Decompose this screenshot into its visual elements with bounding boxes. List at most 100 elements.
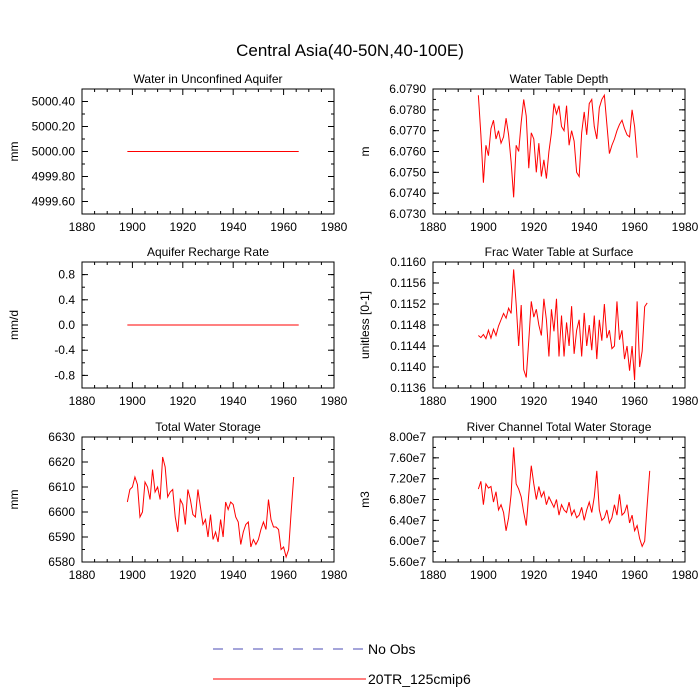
- y-tick-label: -0.8: [54, 368, 75, 382]
- y-axis-label: mm: [7, 142, 21, 162]
- chart-panels: Water in Unconfined Aquifer mm 1880 1900 192…: [7, 72, 699, 582]
- x-tick-label: 1880: [420, 394, 447, 408]
- panel-3: Aquifer Recharge Rate mm/d 1880 1900 1920 194…: [7, 245, 348, 408]
- x-tick-label: 1940: [571, 220, 598, 234]
- panel-5: Total Water Storage mm 1880 1900 1920 1940 196…: [7, 420, 348, 582]
- x-tick-label: 1920: [520, 220, 547, 234]
- y-axis-label: m: [358, 147, 372, 157]
- y-tick-label: 0.1140: [390, 360, 426, 374]
- x-tick-label: 1900: [119, 568, 146, 582]
- panel-4: Frac Water Table at Surface unitless [0-1…: [358, 245, 699, 408]
- y-tick-label: 6600: [48, 505, 75, 519]
- x-tick-label: 1880: [420, 568, 447, 582]
- y-axis-label: unitless [0-1]: [358, 291, 372, 359]
- y-tick-label: -0.4: [54, 343, 75, 357]
- y-tick-label: 6630: [48, 430, 75, 444]
- x-tick-label: 1920: [169, 394, 196, 408]
- x-tick-label: 1880: [420, 220, 447, 234]
- y-tick-label: 5000.20: [32, 120, 76, 134]
- y-tick-label: 0.1156: [390, 276, 426, 290]
- legend-label-model: 20TR_125cmip6: [368, 671, 471, 687]
- y-tick-label: 6.0790: [389, 82, 426, 96]
- y-axis-label: mm/d: [7, 310, 21, 340]
- y-tick-label: 6.0780: [389, 103, 426, 117]
- y-tick-label: 7.60e7: [389, 451, 426, 465]
- panel-title: Water Table Depth: [510, 72, 609, 86]
- x-tick-label: 1920: [520, 394, 547, 408]
- x-tick-label: 1900: [119, 394, 146, 408]
- x-tick-label: 1960: [270, 220, 297, 234]
- x-tick-label: 1960: [621, 394, 648, 408]
- x-tick-label: 1920: [169, 568, 196, 582]
- x-tick-label: 1900: [470, 394, 497, 408]
- y-axis-label: mm: [7, 490, 21, 510]
- panel-title: Total Water Storage: [155, 420, 261, 434]
- x-tick-label: 1940: [220, 394, 247, 408]
- y-axis-label: m3: [358, 491, 372, 508]
- x-tick-label: 1880: [69, 394, 96, 408]
- x-tick-label: 1980: [321, 220, 348, 234]
- y-tick-label: 6.0740: [389, 186, 426, 200]
- y-tick-label: 5000.40: [32, 95, 76, 109]
- y-tick-label: 5.60e7: [389, 555, 426, 569]
- y-tick-label: 4999.80: [32, 170, 76, 184]
- y-tick-label: 0.1160: [390, 255, 426, 269]
- y-tick-label: 6.0760: [389, 145, 426, 159]
- y-tick-label: 6620: [48, 455, 75, 469]
- panel-title: Aquifer Recharge Rate: [147, 245, 269, 259]
- legend: No Obs 20TR_125cmip6: [213, 641, 471, 687]
- panel-6: River Channel Total Water Storage m3 1880 1…: [358, 420, 699, 582]
- x-tick-label: 1960: [270, 568, 297, 582]
- y-tick-label: 6.0750: [389, 165, 426, 179]
- x-tick-label: 1940: [220, 220, 247, 234]
- y-tick-label: 6580: [48, 555, 75, 569]
- y-tick-label: 0.4: [58, 293, 75, 307]
- y-tick-label: 0.0: [58, 318, 75, 332]
- x-tick-label: 1980: [321, 568, 348, 582]
- y-tick-label: 6.00e7: [389, 534, 426, 548]
- series-line: [477, 447, 651, 548]
- y-tick-label: 6.0770: [389, 124, 426, 138]
- y-tick-label: 8.00e7: [389, 430, 426, 444]
- x-tick-label: 1880: [69, 568, 96, 582]
- series-line: [126, 456, 295, 559]
- y-tick-label: 6.0730: [389, 207, 426, 221]
- panel-title: Water in Unconfined Aquifer: [134, 72, 283, 86]
- y-tick-label: 0.1152: [390, 297, 426, 311]
- plot-frame: [81, 436, 335, 563]
- x-tick-label: 1960: [621, 568, 648, 582]
- x-tick-label: 1900: [470, 568, 497, 582]
- plot-frame: [432, 261, 686, 389]
- y-tick-label: 6610: [48, 480, 75, 494]
- panel-title: River Channel Total Water Storage: [467, 420, 652, 434]
- x-tick-label: 1940: [571, 568, 598, 582]
- panel-title: Frac Water Table at Surface: [485, 245, 634, 259]
- y-tick-label: 0.8: [58, 268, 75, 282]
- x-tick-label: 1920: [520, 568, 547, 582]
- y-tick-label: 0.1136: [390, 381, 426, 395]
- y-tick-label: 6590: [48, 530, 75, 544]
- y-tick-label: 7.20e7: [389, 472, 426, 486]
- figure-title: Central Asia(40-50N,40-100E): [236, 41, 464, 60]
- y-tick-label: 0.1148: [390, 318, 426, 332]
- y-tick-label: 5000.00: [32, 145, 76, 159]
- y-tick-label: 4999.60: [32, 195, 76, 209]
- x-tick-label: 1960: [621, 220, 648, 234]
- x-tick-label: 1900: [470, 220, 497, 234]
- x-tick-label: 1980: [672, 220, 699, 234]
- legend-label-no-obs: No Obs: [368, 641, 415, 657]
- series-line: [477, 93, 638, 198]
- x-tick-label: 1980: [672, 394, 699, 408]
- panel-2: Water Table Depth m 1880 1900 1920 1940 1960 19…: [358, 72, 699, 234]
- series-line: [478, 269, 648, 381]
- y-tick-label: 6.80e7: [389, 493, 426, 507]
- x-tick-label: 1900: [119, 220, 146, 234]
- x-tick-label: 1980: [672, 568, 699, 582]
- x-tick-label: 1940: [571, 394, 598, 408]
- x-tick-label: 1880: [69, 220, 96, 234]
- x-tick-label: 1980: [321, 394, 348, 408]
- x-tick-label: 1940: [220, 568, 247, 582]
- y-tick-label: 0.1144: [390, 339, 426, 353]
- y-tick-label: 6.40e7: [389, 513, 426, 527]
